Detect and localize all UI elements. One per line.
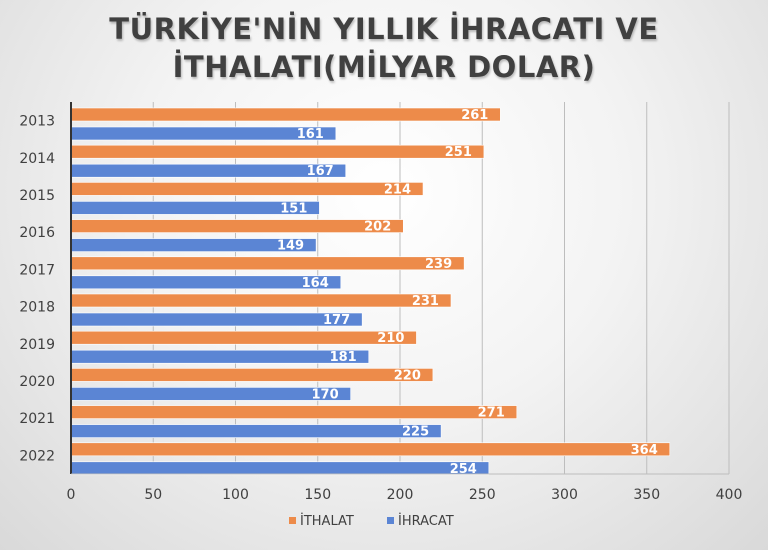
y-axis-tick-label: 2014 [19,151,55,167]
import-bar [70,219,404,233]
export-bar [70,424,442,438]
x-axis-tick-label: 0 [67,487,76,503]
y-axis-tick-label: 2018 [19,300,55,316]
import-value-label: 364 [631,443,658,458]
import-bar [70,144,485,159]
x-axis-tick-label: 50 [144,487,162,503]
import-value-label: 271 [478,406,505,421]
export-bar [70,349,370,364]
export-value-label: 149 [277,239,304,254]
import-value-label: 214 [384,182,411,197]
y-axis-tick-label: 2017 [19,262,55,278]
export-value-label: 164 [302,276,329,291]
x-axis-tick-label: 150 [304,487,331,503]
import-value-label: 261 [461,108,488,123]
export-value-label: 170 [312,387,339,402]
x-axis-tick-label: 350 [633,487,660,503]
import-bar [70,368,434,382]
import-bar [70,107,501,122]
y-axis-tick-label: 2016 [19,225,55,241]
export-bar [70,163,347,178]
import-bar [70,293,452,308]
legend-label: İHRACAT [398,513,454,529]
import-value-label: 202 [364,220,391,235]
y-axis-tick-label: 2020 [19,374,55,390]
export-value-label: 177 [323,313,350,328]
chart-title-line1: TÜRKİYE'NİN YILLIK İHRACATI VE [109,12,659,46]
export-value-label: 181 [330,350,357,365]
y-axis-tick-label: 2022 [19,448,55,464]
export-value-label: 161 [297,127,324,142]
y-axis-tick-label: 2013 [19,114,55,130]
export-value-label: 225 [402,425,429,440]
import-value-label: 220 [394,368,421,383]
import-bar [70,330,417,345]
chart-title-line2: İTHALATI(MİLYAR DOLAR) [172,50,596,84]
export-value-label: 151 [280,201,307,216]
import-bar [70,442,671,457]
export-bar [70,387,351,401]
legend-swatch [387,517,394,524]
y-axis-tick-label: 2021 [19,411,55,427]
export-bar [70,312,363,327]
import-value-label: 210 [377,331,404,346]
legend-swatch [289,517,296,524]
import-value-label: 231 [412,294,439,309]
export-value-label: 167 [307,164,334,179]
x-axis-tick-label: 300 [551,487,578,503]
x-axis-tick-label: 400 [716,487,743,503]
x-axis-tick-label: 100 [222,487,249,503]
import-bar [70,256,465,271]
x-axis-tick-label: 200 [387,487,414,503]
import-value-label: 251 [445,145,472,160]
import-bar [70,405,518,419]
x-axis-tick-label: 250 [469,487,496,503]
export-bar [70,461,490,476]
legend-label: İTHALAT [300,513,354,529]
import-bar [70,182,424,196]
y-axis-tick-label: 2015 [19,188,55,204]
y-axis-tick-label: 2019 [19,337,55,353]
import-value-label: 239 [425,257,452,272]
export-value-label: 254 [450,462,477,477]
export-bar [70,275,342,290]
